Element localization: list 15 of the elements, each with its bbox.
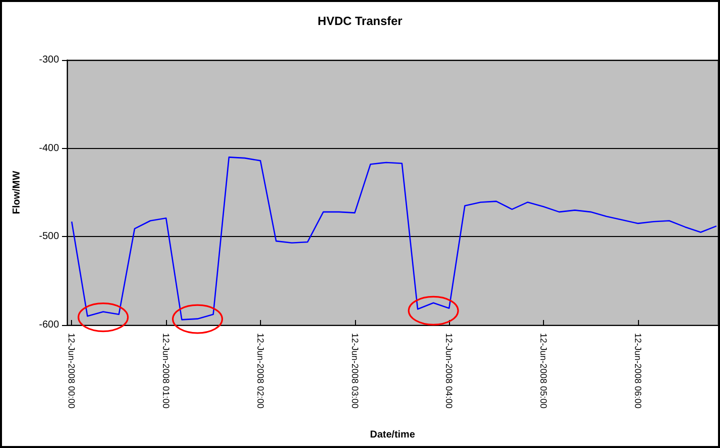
y-tick-label: -500 bbox=[38, 231, 60, 242]
x-tick-label: 12-Jun-2008 06:00 bbox=[632, 333, 643, 409]
y-tick-label: -400 bbox=[38, 142, 60, 154]
x-tick-label: 12-Jun-2008 02:00 bbox=[255, 333, 266, 409]
chart-title: HVDC Transfer bbox=[318, 14, 403, 28]
x-tick-label: 12-Jun-2008 00:00 bbox=[66, 333, 77, 409]
x-tick-label: 12-Jun-2008 04:00 bbox=[444, 333, 454, 409]
y-tick-label: -600 bbox=[38, 320, 60, 330]
x-tick-label: 12-Jun-2008 05:00 bbox=[538, 333, 548, 409]
y-tick-label: -300 bbox=[38, 54, 60, 66]
x-tick-label: 12-Jun-2008 01:00 bbox=[161, 333, 172, 409]
x-axis-title: Date/time bbox=[370, 430, 416, 440]
x-tick-label: 12-Jun-2008 03:00 bbox=[350, 333, 360, 409]
line-series bbox=[71, 156, 718, 320]
y-axis-title: Flow/MW bbox=[12, 170, 22, 214]
